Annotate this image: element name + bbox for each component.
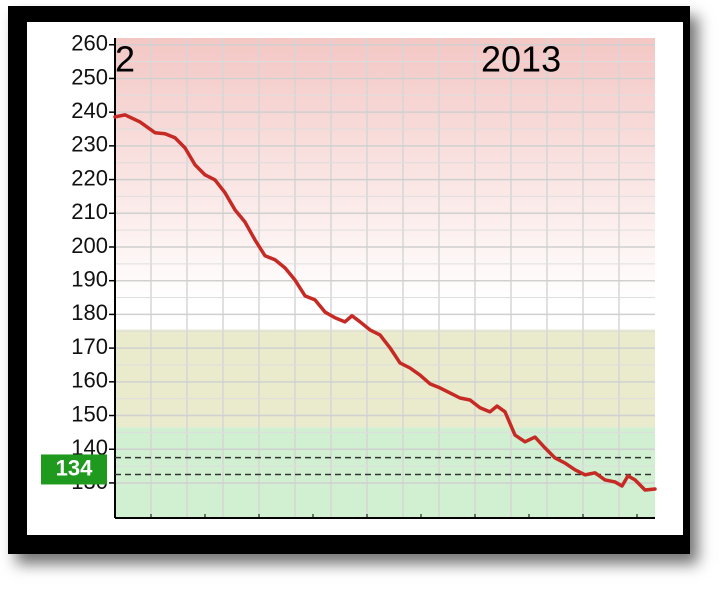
current-value: 134	[56, 455, 93, 480]
chart: 1301401501601701801902002102202302402502…	[27, 22, 683, 535]
year-label: 2	[115, 39, 135, 80]
y-tick-label: 250	[71, 64, 108, 89]
high-zone	[115, 38, 655, 302]
weight-line	[113, 113, 657, 492]
y-tick-label: 160	[71, 368, 108, 393]
y-tick-label: 220	[71, 165, 108, 190]
y-tick-label: 210	[71, 199, 108, 224]
current-badge	[41, 454, 107, 485]
y-tick-label: 260	[71, 31, 108, 56]
y-tick-label: 230	[71, 132, 108, 157]
y-tick-label: 190	[71, 267, 108, 292]
y-tick-label: 180	[71, 300, 108, 325]
zone-band	[115, 329, 655, 428]
zone-band	[115, 427, 655, 518]
y-tick-label: 240	[71, 98, 108, 123]
y-tick-label: 150	[71, 401, 108, 426]
y-tick-label: 170	[71, 334, 108, 359]
y-tick-label: 200	[71, 233, 108, 258]
year-label: 2013	[481, 39, 561, 80]
